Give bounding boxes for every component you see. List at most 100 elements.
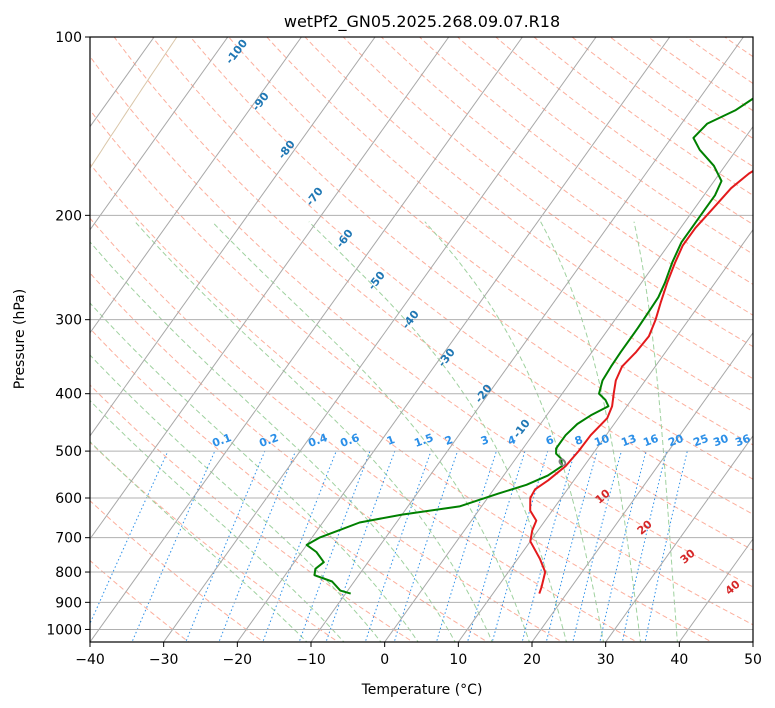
- x-tick-label: 10: [449, 652, 467, 668]
- y-tick-label: 500: [55, 444, 82, 460]
- mixing-ratio-label: 30: [711, 432, 730, 450]
- dry-adiabat: [418, 37, 753, 285]
- dry-adiabat: [90, 327, 489, 642]
- isotherm-line: [310, 37, 744, 642]
- mixing-ratio-line: [325, 450, 396, 642]
- x-tick-label: 50: [744, 652, 762, 668]
- dry-adiabat: [90, 109, 753, 626]
- mixing-ratio-line: [435, 450, 497, 642]
- y-tick-label: 1000: [46, 622, 82, 638]
- y-tick-label: 300: [55, 313, 82, 329]
- mixing-ratio-label: 36: [733, 432, 752, 450]
- isotherm-line: [90, 37, 450, 540]
- isotherm-line: [163, 37, 597, 642]
- y-tick-label: 200: [55, 208, 82, 224]
- axis-layer: −40 −30 −20 −10 0 10 20 30 40 5010020030040050060…: [46, 30, 762, 668]
- x-tick-label: 0: [380, 652, 389, 668]
- x-tick-label: −30: [149, 652, 179, 668]
- mixing-ratio-label: 8: [573, 433, 585, 448]
- mixing-ratio-line: [491, 450, 549, 642]
- mixing-ratio-line: [599, 450, 647, 642]
- mixing-ratio-line: [393, 450, 459, 642]
- dry-adiabat: [90, 384, 414, 642]
- moist-adiabat: [308, 221, 568, 642]
- moist-adiabat: [540, 221, 642, 642]
- mixing-ratio-line: [298, 450, 371, 642]
- isotherm-line: [90, 37, 229, 231]
- isotherm-line: [90, 37, 376, 437]
- isotherm-line: [678, 538, 753, 642]
- chart-title: wetPf2_GN05.2025.268.09.07.R18: [284, 12, 560, 32]
- plot-frame: [89, 36, 754, 643]
- y-tick-label: 700: [55, 531, 82, 547]
- x-tick-label: 30: [597, 652, 615, 668]
- mixing-ratio-label: 16: [641, 432, 660, 450]
- mixing-ratio-label: 10: [592, 432, 611, 450]
- series-layer: [305, 97, 753, 595]
- mixing-ratio-label: 25: [691, 432, 710, 449]
- isotherm-line: [90, 37, 302, 334]
- mixing-ratio-line: [621, 450, 668, 642]
- dry-adiabat: [90, 55, 753, 588]
- mixing-ratio-line: [644, 450, 688, 642]
- mixing-ratio-label: 0.4: [306, 431, 329, 450]
- y-tick-label: 400: [55, 387, 82, 403]
- mixing-ratio-line: [218, 450, 297, 642]
- y-axis-title: Pressure (hPa): [12, 289, 28, 389]
- dry-adiabat: [189, 37, 753, 480]
- moist-adiabat: [90, 354, 382, 642]
- isotherm-line: [236, 37, 671, 642]
- mixing-ratio-label: 0.1: [210, 431, 233, 450]
- y-tick-label: 600: [55, 491, 82, 507]
- moist-adiabat: [90, 241, 456, 642]
- mixing-ratio-line: [364, 450, 432, 642]
- mixing-ratio-label: 2: [443, 433, 455, 448]
- dry-adiabat: [151, 37, 753, 515]
- x-tick-label: −20: [223, 652, 253, 668]
- isotherm-line: [384, 125, 753, 642]
- mixing-ratio-line: [521, 450, 576, 642]
- x-tick-label: −10: [296, 652, 326, 668]
- temperature-line: [529, 169, 753, 594]
- mixing-ratio-label: 6: [544, 433, 556, 448]
- moist-adiabat: [90, 302, 419, 642]
- x-tick-label: 20: [523, 652, 541, 668]
- dry-adiabat: [90, 163, 713, 642]
- mixing-ratio-label: 3: [479, 433, 491, 448]
- mixing-ratio-label: 4: [506, 433, 518, 448]
- isotherm-line: [531, 331, 753, 642]
- dry-adiabat: [533, 37, 753, 196]
- dry-adiabat: [456, 37, 753, 255]
- mixing-ratio-label: 1.5: [412, 431, 435, 450]
- y-tick-label: 100: [55, 30, 82, 46]
- moist-adiabat: [90, 399, 345, 642]
- dry-adiabat: [342, 37, 753, 348]
- dry-adiabat: [113, 37, 753, 551]
- y-tick-label: 800: [55, 565, 82, 581]
- y-tick-label: 900: [55, 595, 82, 611]
- mixing-ratio-line: [572, 450, 622, 642]
- mixing-ratio-line: [545, 450, 598, 642]
- moist-adiabat: [424, 221, 605, 642]
- dry-adiabat: [90, 217, 639, 642]
- mixing-ratio-line: [185, 450, 266, 642]
- mixing-ratio-label: 0.2: [257, 431, 280, 450]
- dry-adiabat: [380, 37, 753, 316]
- mixing-ratio-label: 1: [385, 433, 397, 448]
- dry-adiabat: [90, 272, 564, 642]
- dry-adiabat: [266, 37, 753, 413]
- x-tick-label: 40: [670, 652, 688, 668]
- isotherm-line: [605, 435, 753, 642]
- dry-adiabat: [571, 37, 753, 168]
- dewpoint-line: [305, 97, 753, 595]
- moist-adiabat: [211, 221, 530, 642]
- x-axis-title: Temperature (°C): [361, 682, 483, 698]
- dry-adiabat: [228, 37, 753, 446]
- mixing-ratio-label: 13: [619, 432, 638, 449]
- mixing-ratio-label: 0.6: [338, 431, 361, 450]
- mixing-ratio-label: 20: [666, 432, 685, 450]
- moist-adiabat: [90, 440, 308, 642]
- isotherm-line: [90, 37, 523, 642]
- reference-curve: [90, 37, 178, 170]
